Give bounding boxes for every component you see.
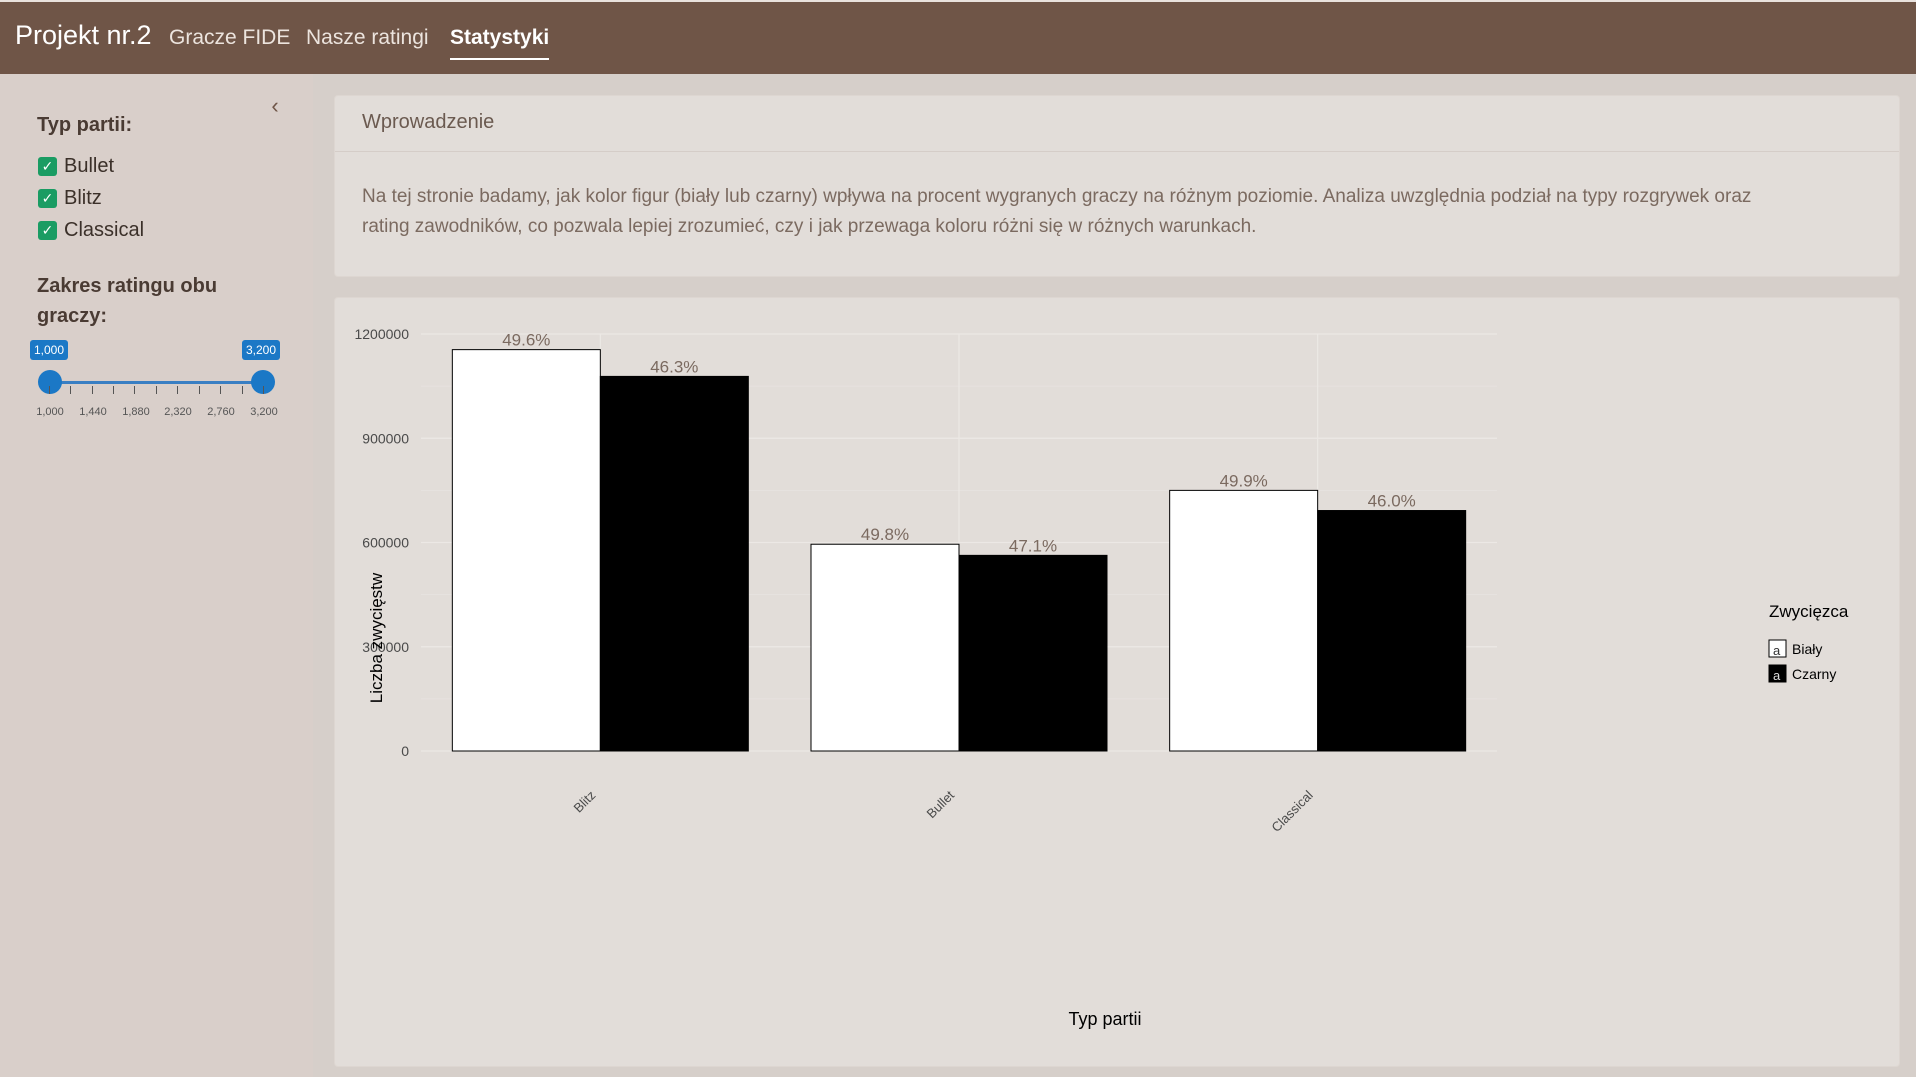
- slider-tick-label: 3,200: [250, 406, 278, 418]
- checkbox-label: Classical: [64, 218, 145, 241]
- checkbox-bullet[interactable]: ✓ Bullet: [38, 154, 114, 178]
- slider-tick: [70, 386, 71, 394]
- bar-percent-label: 49.8%: [861, 525, 909, 544]
- slider-handle-from[interactable]: [38, 370, 62, 394]
- bar-biały-classical: [1169, 489, 1319, 752]
- checkmark-icon[interactable]: ✓: [38, 156, 57, 176]
- y-tick-label: 0: [401, 743, 409, 759]
- brand-title[interactable]: Projekt nr.2: [15, 20, 152, 50]
- rating-range-label-line: graczy:: [37, 305, 108, 327]
- y-tick-label: 900000: [362, 430, 409, 446]
- checkmark-icon[interactable]: ✓: [38, 220, 57, 240]
- x-tick-label: Blitz: [570, 788, 598, 816]
- bar-percent-label: 46.0%: [1368, 492, 1416, 511]
- intro-title: Wprowadzenie: [362, 111, 495, 133]
- intro-card-header: Wprowadzenie: [335, 96, 1899, 152]
- bar-value-labels: 49.6% 46.3% 49.8% 47.1% 49.9% 46.0%: [502, 331, 1416, 556]
- y-axis: 0 300000 600000 900000 1200000: [354, 326, 409, 759]
- slider-tick-label: 1,880: [122, 406, 150, 418]
- slider-from-value: 1,000: [30, 340, 69, 360]
- legend-title: Zwycięzca: [1769, 602, 1849, 621]
- slider-tick-label: 1,000: [36, 406, 64, 418]
- intro-card: Wprowadzenie Na tej stronie badamy, jak …: [334, 95, 1900, 277]
- bar-percent-label: 46.3%: [650, 357, 698, 376]
- bar-biały-bullet: [810, 543, 960, 752]
- chevron-left-icon[interactable]: ‹: [271, 93, 279, 118]
- legend-label: Czarny: [1792, 666, 1836, 682]
- bar-percent-label: 47.1%: [1009, 536, 1057, 555]
- x-axis: Blitz Bullet Classical: [570, 787, 1315, 835]
- x-axis-title: Typ partii: [1068, 1009, 1141, 1029]
- slider-track[interactable]: [49, 381, 263, 384]
- slider-tick: [92, 386, 93, 394]
- checkbox-label: Bullet: [64, 154, 115, 177]
- chart-bars: [451, 349, 1467, 752]
- slider-tick-label: 2,760: [207, 406, 235, 418]
- checkbox-classical[interactable]: ✓ Classical: [38, 218, 144, 242]
- bar-percent-label: 49.6%: [502, 331, 550, 350]
- sidebar: ‹ Typ partii: ✓ Bullet ✓ Blitz ✓ Classic…: [0, 74, 313, 1077]
- y-tick-label: 1200000: [354, 326, 409, 342]
- slider-tick: [134, 386, 135, 394]
- bar-percent-label: 49.9%: [1220, 471, 1268, 490]
- slider-tick: [156, 386, 157, 394]
- slider-tick: [199, 386, 200, 394]
- slider-tick-label: 2,320: [164, 406, 192, 418]
- slider-tick: [220, 386, 221, 394]
- slider-to-value: 3,200: [242, 340, 281, 360]
- navbar: Projekt nr.2 Gracze FIDE Nasze ratingi S…: [0, 0, 1916, 74]
- bar-czarny-bullet: [958, 554, 1108, 752]
- game-type-label: Typ partii:: [37, 114, 133, 136]
- legend-key-glyph: a: [1773, 668, 1781, 683]
- y-tick-label: 600000: [362, 535, 409, 551]
- slider-tick: [49, 386, 50, 394]
- checkbox-label: Blitz: [64, 186, 102, 209]
- bar-czarny-classical: [1317, 510, 1467, 752]
- bar-czarny-blitz: [599, 375, 749, 752]
- slider-tick: [242, 386, 243, 394]
- tab-statystyki[interactable]: Statystyki: [450, 26, 550, 60]
- rating-range-label-line: Zakres ratingu obu: [37, 275, 218, 297]
- slider-tick: [113, 386, 114, 394]
- x-tick-label: Bullet: [924, 787, 958, 821]
- rating-range-label: Zakres ratingu obu graczy:: [37, 271, 217, 331]
- y-tick-label: 300000: [362, 639, 409, 655]
- tab-gracze-fide[interactable]: Gracze FIDE: [169, 26, 291, 49]
- chart-card: 0 300000 600000 900000 1200000 49.6% 46.3% 49.…: [334, 297, 1900, 1067]
- legend-label: Biały: [1792, 641, 1822, 657]
- intro-text: Na tej stronie badamy, jak kolor figur (…: [362, 186, 1752, 237]
- checkbox-blitz[interactable]: ✓ Blitz: [38, 186, 102, 210]
- rating-range-slider[interactable]: 1,000 3,200 1,000 1,440 1,880 2,320 2,76…: [30, 274, 281, 418]
- slider-tick: [177, 386, 178, 394]
- tab-nasze-ratingi[interactable]: Nasze ratingi: [306, 26, 429, 49]
- legend-key-glyph: a: [1773, 643, 1781, 658]
- y-axis-title: Liczba zwycięstw: [367, 572, 386, 703]
- legend-key-czarny: [1768, 664, 1787, 683]
- slider-tick: [263, 386, 264, 394]
- slider-tick-label: 1,440: [79, 406, 107, 418]
- x-tick-label: Classical: [1268, 787, 1315, 834]
- checkmark-icon[interactable]: ✓: [38, 188, 57, 208]
- bar-biały-blitz: [451, 349, 601, 752]
- legend-key-biały: [1768, 639, 1787, 658]
